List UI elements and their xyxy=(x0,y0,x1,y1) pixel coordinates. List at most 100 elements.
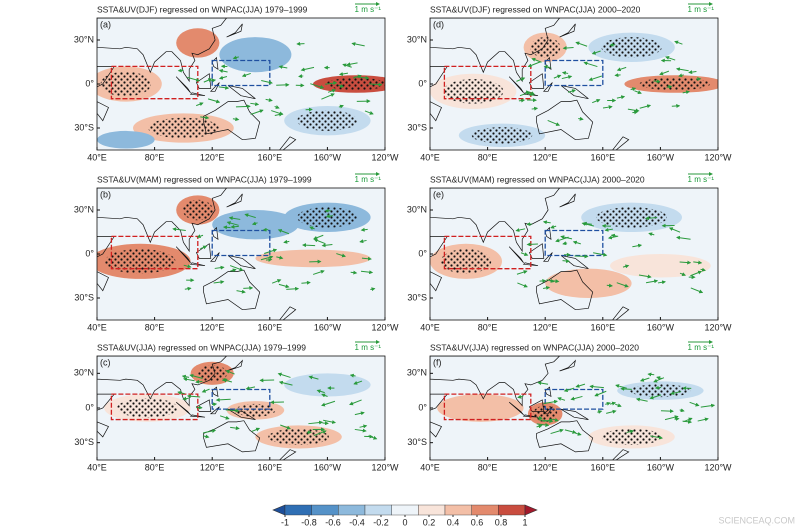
wind-vector xyxy=(321,93,335,100)
stippling xyxy=(639,77,711,91)
wind-vector xyxy=(351,42,365,47)
coastline xyxy=(97,101,109,122)
coastline xyxy=(209,82,220,92)
colorbar-tick-label: -0.2 xyxy=(373,517,389,527)
wind-vector xyxy=(635,397,648,402)
wind-vector xyxy=(561,71,569,76)
coastline xyxy=(203,420,261,453)
lon-label: 160°E xyxy=(590,152,615,162)
index-box-red xyxy=(110,65,199,100)
wind-vector xyxy=(567,89,576,94)
wind-vector xyxy=(327,88,337,93)
wind-vector xyxy=(562,46,574,51)
wind-vector xyxy=(187,76,201,82)
wind-vector xyxy=(515,228,526,232)
lat-label: 30°S xyxy=(74,437,94,447)
coastline xyxy=(542,82,553,92)
stippling xyxy=(117,398,178,418)
wind-vector xyxy=(349,399,362,406)
colorbar-tick-label: 0.8 xyxy=(495,517,508,527)
lon-label: 120°E xyxy=(533,322,558,332)
wind-vector xyxy=(300,66,315,72)
lon-label: 120°W xyxy=(371,462,399,472)
wind-vector xyxy=(235,104,251,109)
colorbar-tick-label: 0.4 xyxy=(447,517,460,527)
map-body xyxy=(430,18,718,150)
wind-vector xyxy=(527,61,541,68)
lon-label: 80°E xyxy=(145,152,165,162)
colorbar-end xyxy=(524,504,538,516)
lon-label: 160°E xyxy=(257,462,282,472)
wind-vector xyxy=(360,227,368,232)
wind-vector xyxy=(283,239,290,244)
wind-vector xyxy=(302,243,316,248)
coastline xyxy=(559,359,577,372)
wind-vector xyxy=(638,274,652,279)
wind-vector xyxy=(562,241,568,246)
stippling xyxy=(100,71,151,97)
lon-label: 120°W xyxy=(704,462,732,472)
wind-vector xyxy=(616,282,629,288)
map-body xyxy=(97,356,385,460)
lon-label: 160°E xyxy=(257,152,282,162)
wind-vector xyxy=(278,283,290,289)
coastline xyxy=(508,246,524,264)
stippling xyxy=(471,127,533,144)
wind-vector xyxy=(221,377,228,382)
coastline xyxy=(97,236,115,258)
wind-vector xyxy=(172,227,186,232)
wind-vector xyxy=(557,397,566,401)
wind-vector xyxy=(653,79,661,84)
wind-vector xyxy=(674,417,680,421)
wind-vector xyxy=(689,401,700,407)
coastline xyxy=(536,99,594,141)
wind-vector xyxy=(321,243,333,248)
wind-vector xyxy=(552,417,559,422)
panel-title: SSTA&UV(DJF) regressed on WNPAC(JJA) 200… xyxy=(430,4,641,14)
wind-vector xyxy=(536,424,543,429)
wind-vector xyxy=(186,394,201,399)
wind-vector xyxy=(346,62,358,67)
wind-vector xyxy=(657,280,667,285)
wind-vector xyxy=(645,279,659,284)
panel-title: SSTA&UV(JJA) regressed on WNPAC(JJA) 200… xyxy=(430,342,639,352)
wind-vector xyxy=(201,388,210,393)
lat-label: 30°N xyxy=(74,204,94,214)
index-box-red xyxy=(443,235,532,270)
wind-vector xyxy=(537,381,549,386)
wind-vector xyxy=(649,394,662,400)
lat-label: 30°N xyxy=(407,368,427,378)
wind-vector xyxy=(336,253,347,258)
wind-vector xyxy=(648,232,655,237)
lon-label: 160°W xyxy=(314,152,342,162)
index-box-blue xyxy=(544,229,604,257)
wind-vector xyxy=(214,265,225,270)
coastline xyxy=(430,236,448,258)
coastline xyxy=(612,136,630,150)
coastline xyxy=(544,386,552,398)
lat-label: 30°S xyxy=(407,292,427,302)
lon-label: 120°W xyxy=(704,152,732,162)
wind-vector xyxy=(616,95,626,100)
wind-vector xyxy=(542,285,551,290)
wind-vector xyxy=(597,410,603,414)
coastline xyxy=(226,193,243,208)
stippling xyxy=(596,207,667,228)
coastline xyxy=(203,269,261,311)
anomaly xyxy=(284,373,371,397)
wind-vector xyxy=(274,112,284,117)
stippling xyxy=(182,199,213,221)
lon-label: 40°E xyxy=(87,322,107,332)
stippling xyxy=(268,428,329,445)
coastline xyxy=(209,252,220,262)
wind-vector xyxy=(575,383,586,388)
lon-label: 40°E xyxy=(420,152,440,162)
wind-vector xyxy=(700,267,706,272)
wind-vector xyxy=(261,80,273,85)
wind-vector xyxy=(368,435,378,440)
wind-vector xyxy=(697,417,709,422)
wind-vector xyxy=(189,373,203,379)
wind-vector xyxy=(561,75,573,80)
coastline xyxy=(559,23,576,38)
wind-vector xyxy=(516,270,528,275)
